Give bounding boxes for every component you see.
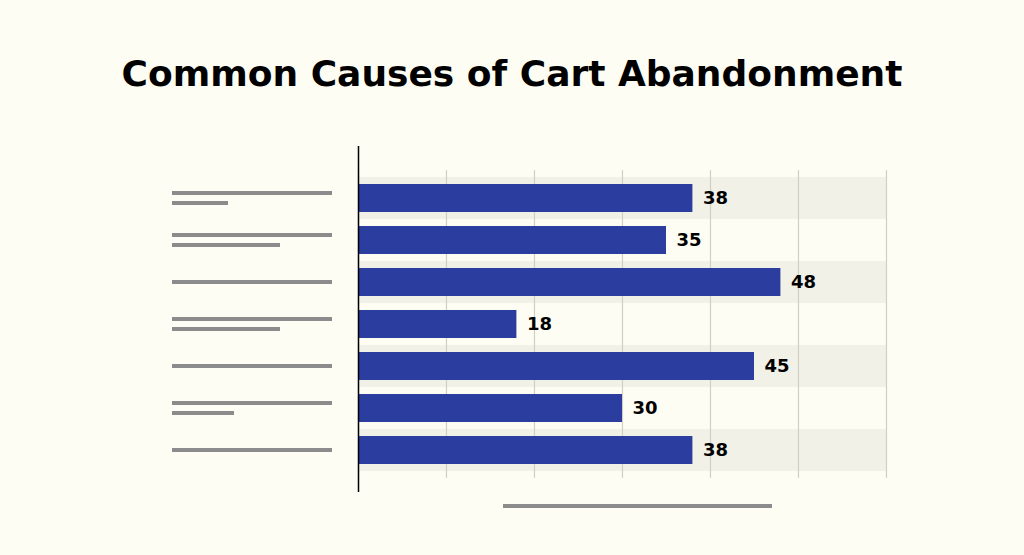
svg-text:30: 30 xyxy=(633,397,658,418)
svg-text:38: 38 xyxy=(703,187,728,208)
svg-text:18: 18 xyxy=(527,313,552,334)
svg-text:45: 45 xyxy=(765,355,790,376)
html-text:Common Causes of Cart Abandonm: Common Causes of Cart Abandonment xyxy=(121,53,903,94)
svg-text:35: 35 xyxy=(677,229,702,250)
svg-text:38: 38 xyxy=(703,439,728,460)
svg-text:48: 48 xyxy=(791,271,816,292)
